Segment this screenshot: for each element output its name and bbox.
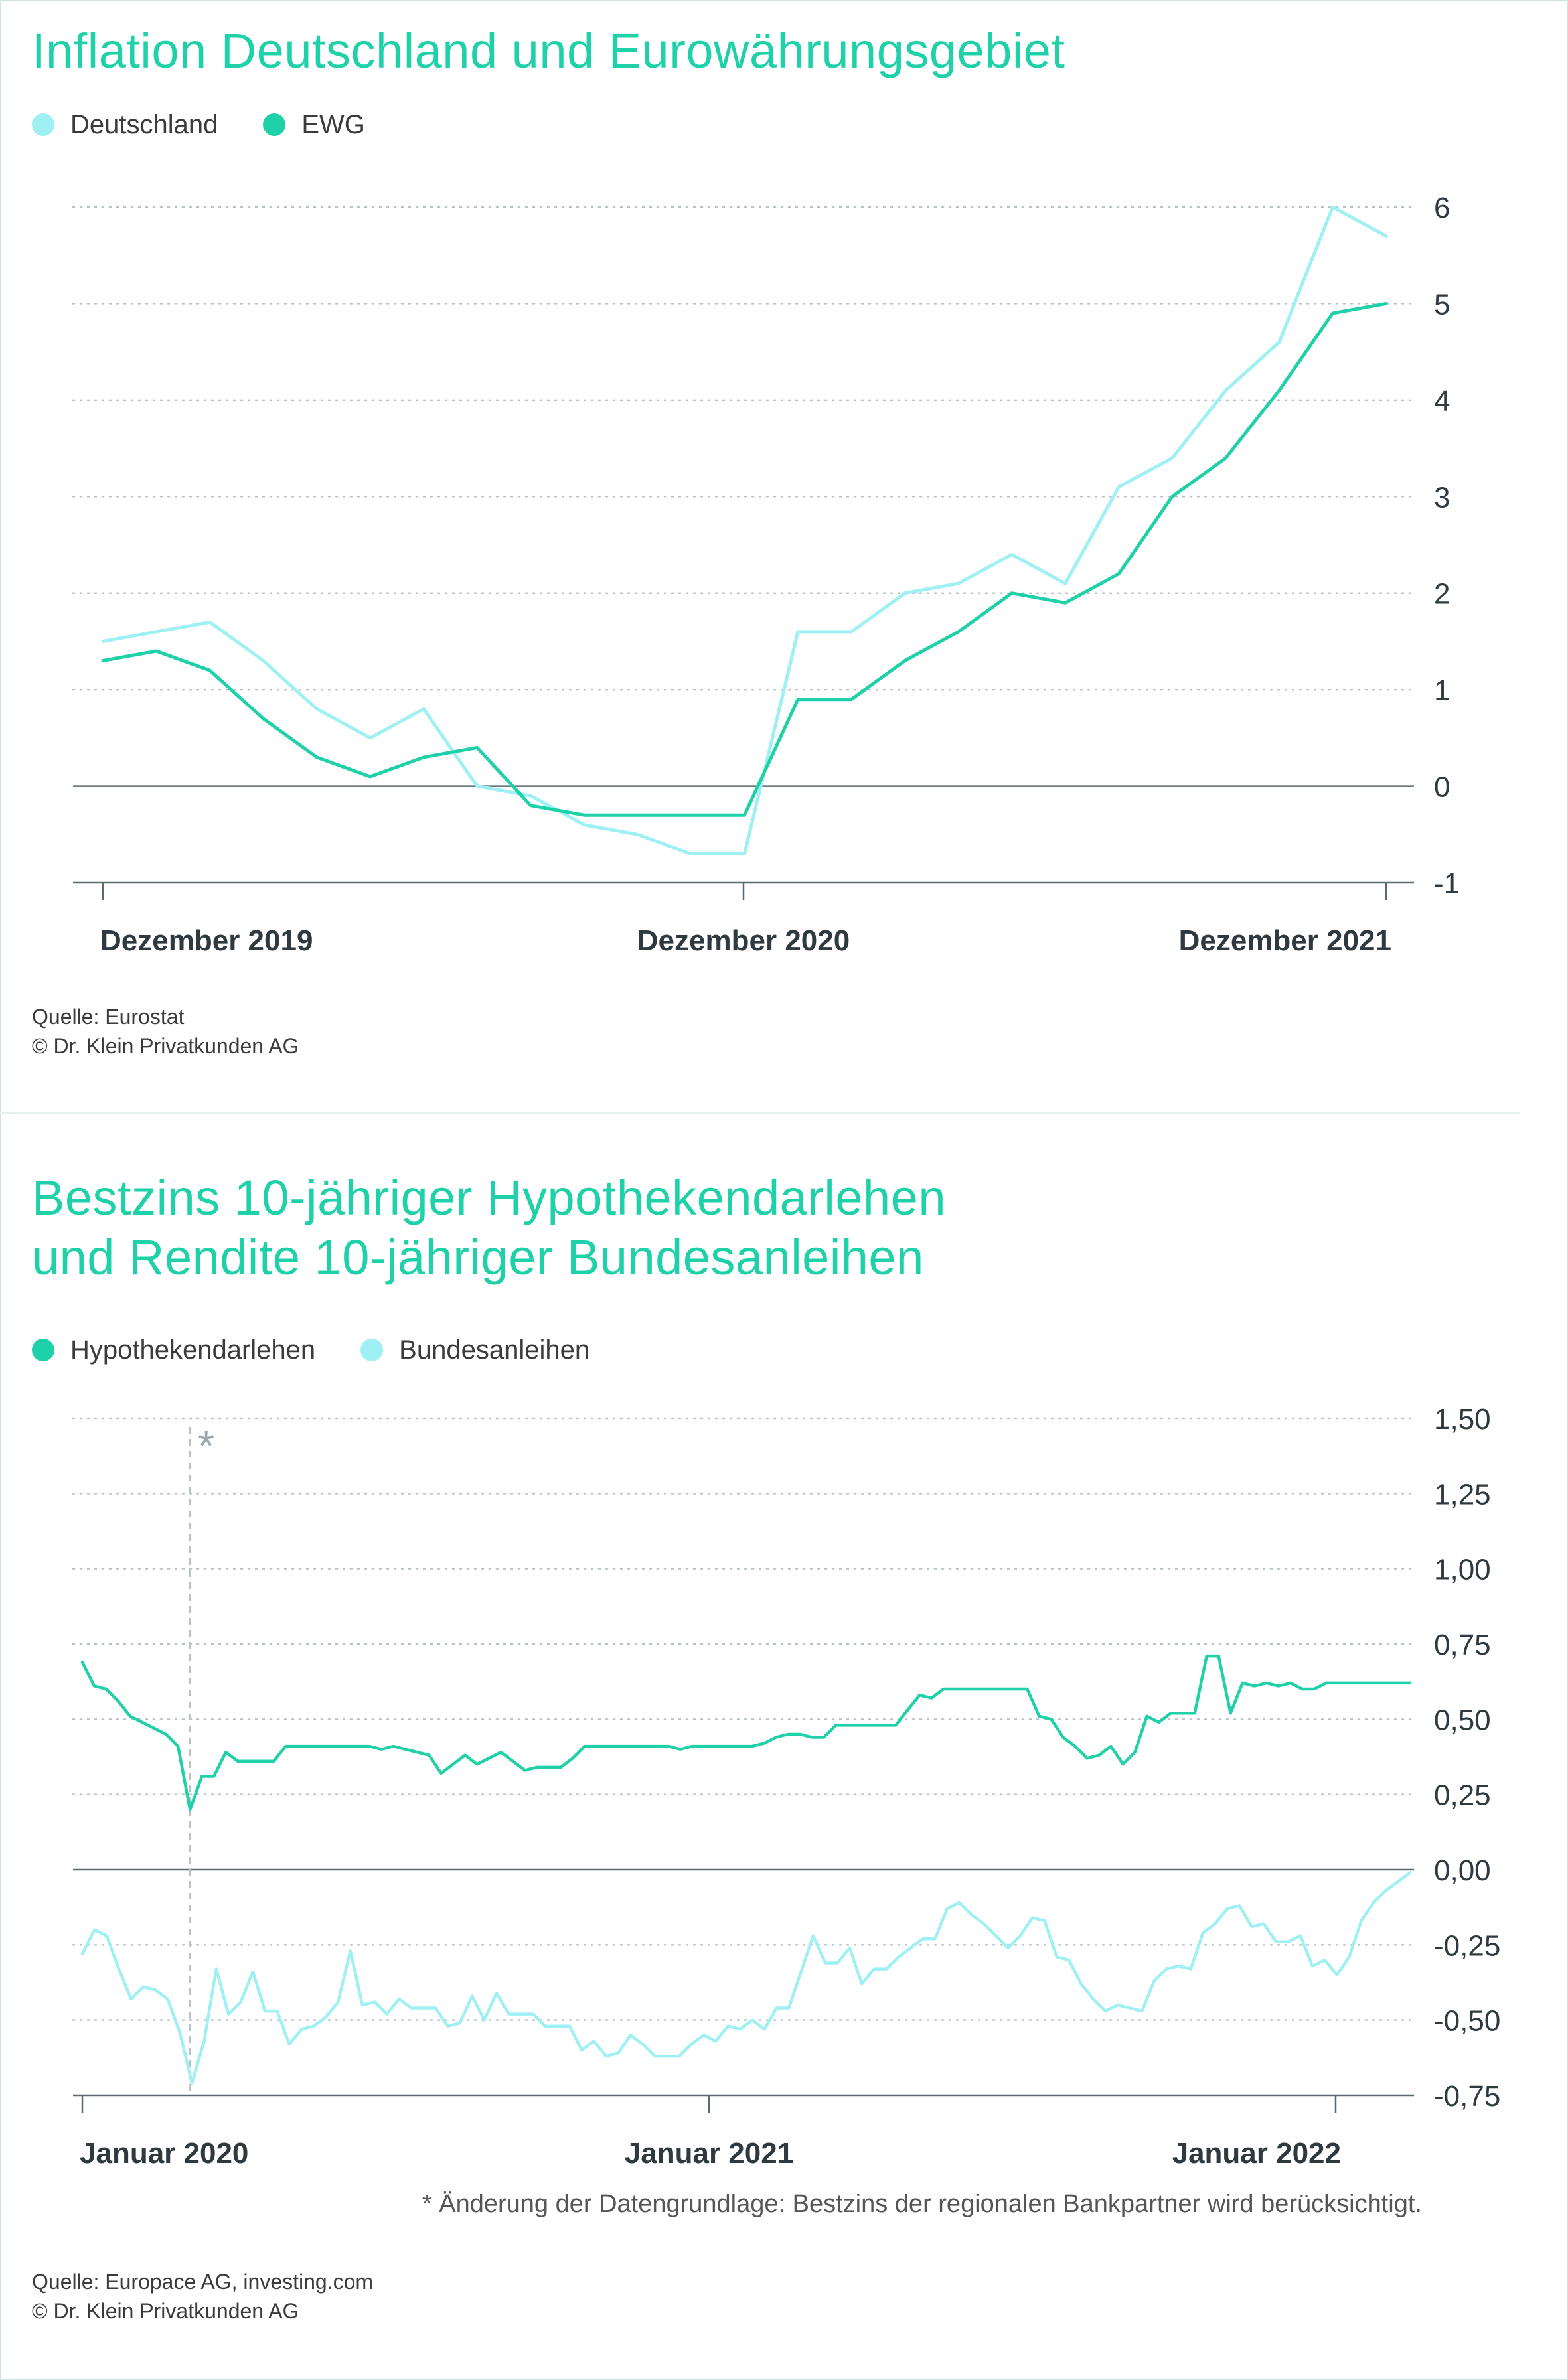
legend-item-bundesanleihen: Bundesanleihen [360, 1335, 589, 1365]
chart2-legend: Hypothekendarlehen Bundesanleihen [32, 1330, 635, 1370]
y-tick-label: 1,50 [1434, 1403, 1491, 1436]
x-tick-label: Januar 2022 [1172, 2137, 1341, 2170]
y-tick-label: 1 [1434, 674, 1450, 707]
annotation-asterisk: * [198, 1422, 214, 1469]
legend-label-hypothekendarlehen: Hypothekendarlehen [70, 1335, 316, 1365]
legend-item-hypothekendarlehen: Hypothekendarlehen [32, 1335, 315, 1365]
y-tick-label: 6 [1434, 192, 1450, 224]
legend-item-deutschland: Deutschland [32, 110, 218, 140]
y-tick-label: 0 [1434, 771, 1450, 804]
section-divider [0, 1112, 1520, 1114]
y-tick-label: 1,25 [1434, 1478, 1491, 1511]
inflation-chart: 6 5 4 3 2 1 0 -1 Dezember 2019 Dezember 2020 Dezem… [72, 192, 1460, 957]
legend-label-bundesanleihen: Bundesanleihen [399, 1335, 590, 1365]
legend-label-ewg: EWG [301, 110, 365, 139]
legend-dot-bundesanleihen [360, 1339, 384, 1361]
series-line-ewg [101, 301, 1388, 817]
x-tick-label: Januar 2021 [625, 2137, 793, 2170]
chart2-source-line1: Quelle: Europace AG, investing.com [32, 2270, 374, 2294]
x-tick-label: Januar 2020 [80, 2137, 248, 2170]
legend-dot-hypothekendarlehen [32, 1339, 54, 1361]
legend-item-ewg: EWG [263, 110, 365, 140]
chart1-title: Inflation Deutschland und Eurowährungsge… [32, 23, 1065, 78]
series-line-bundesanleihen [80, 1871, 1412, 2085]
x-tick-label: Dezember 2019 [100, 925, 313, 957]
y-tick-label: -0,75 [1434, 2080, 1500, 2113]
legend-dot-deutschland [32, 113, 54, 136]
chart1-copyright: © Dr. Klein Privatkunden AG [32, 1034, 299, 1058]
chart2-source: Quelle: Europace AG, investing.com © Dr.… [32, 2267, 373, 2326]
y-tick-label: 0,25 [1434, 1779, 1491, 1812]
y-tick-label: 0,00 [1434, 1854, 1491, 1887]
chart1-legend: Deutschland EWG [32, 105, 410, 145]
chart2-title-line1: Bestzins 10-jähriger Hypothekendarlehen [32, 1170, 946, 1225]
legend-dot-ewg [263, 113, 286, 136]
series-line-hypothekendarlehen [80, 1654, 1412, 1811]
y-tick-label: 2 [1434, 578, 1450, 611]
y-tick-label: 1,00 [1434, 1554, 1491, 1586]
y-tick-label: -0,50 [1434, 2005, 1500, 2038]
chart2-title-line2: und Rendite 10-jähriger Bundesanleihen [32, 1230, 924, 1285]
y-tick-label: -0,25 [1434, 1929, 1500, 1962]
y-tick-label: -1 [1434, 867, 1460, 900]
chart1-source: Quelle: Eurostat © Dr. Klein Privatkunde… [32, 1002, 299, 1061]
x-tick-label: Dezember 2020 [637, 925, 850, 957]
chart2-title: Bestzins 10-jähriger Hypothekendarlehen … [32, 1168, 946, 1288]
series-line-deutschland [101, 205, 1388, 855]
mortgage-bond-chart: 1,50 1,25 1,00 0,75 0,50 0,25 0,00 -0,25 -0,50 -0… [72, 1403, 1500, 2170]
chart2-copyright: © Dr. Klein Privatkunden AG [32, 2299, 299, 2323]
x-tick-label: Dezember 2021 [1179, 925, 1391, 957]
legend-label-deutschland: Deutschland [70, 110, 218, 139]
chart2-footnote: * Änderung der Datengrundlage: Bestzins … [422, 2190, 1422, 2218]
y-tick-label: 3 [1434, 481, 1450, 514]
y-tick-label: 5 [1434, 288, 1450, 321]
y-tick-label: 4 [1434, 385, 1450, 417]
y-tick-label: 0,50 [1434, 1704, 1491, 1736]
y-tick-label: 0,75 [1434, 1629, 1491, 1661]
chart1-source-line1: Quelle: Eurostat [32, 1005, 185, 1029]
